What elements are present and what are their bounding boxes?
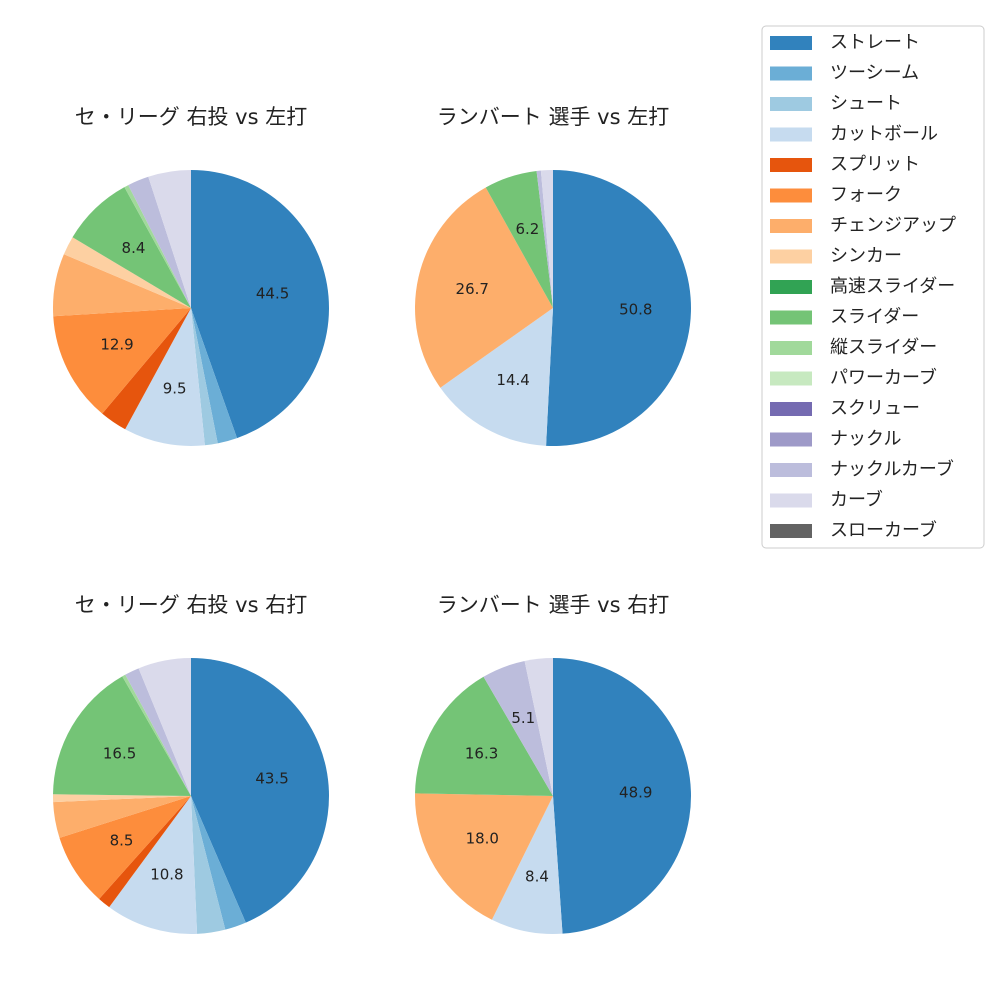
value-label: 16.3 [465, 745, 498, 763]
pie-slice [99, 796, 191, 908]
value-label: 8.4 [122, 239, 146, 257]
pie-slice [53, 676, 191, 796]
legend-swatch [770, 36, 812, 50]
pie-slice [59, 796, 192, 899]
legend-swatch [770, 249, 812, 264]
chart-title: ランバート 選手 vs 右打 [437, 593, 669, 617]
pie-slice [414, 793, 553, 920]
pie-slice [191, 308, 218, 446]
pie-slice [191, 308, 238, 444]
legend-swatch [770, 158, 812, 172]
pie-slice [491, 796, 563, 934]
pie-slice [102, 308, 191, 430]
legend-label: スクリュー [830, 398, 920, 419]
legend-label: シュート [830, 93, 902, 114]
pie-slice [536, 170, 553, 308]
value-label: 9.5 [163, 380, 187, 398]
legend-label: フォーク [830, 185, 902, 206]
legend-swatch [770, 280, 812, 294]
value-label: 18.0 [466, 830, 499, 848]
legend-label: シンカー [830, 246, 902, 267]
pie-slice [53, 308, 192, 414]
pie-slice [72, 187, 191, 308]
legend-swatch [770, 127, 812, 142]
legend-label: スプリット [830, 154, 920, 175]
legend-label: ナックルカーブ [830, 458, 954, 480]
pie-slice [125, 308, 205, 446]
value-label: 50.8 [619, 301, 652, 319]
legend-swatch [770, 66, 812, 81]
legend-label: カーブ [830, 489, 883, 511]
pie-slice [122, 674, 191, 796]
value-label: 16.5 [103, 745, 136, 763]
pie-slice [125, 668, 191, 796]
legend-swatch [770, 524, 812, 538]
legend-swatch [770, 188, 812, 203]
pie-slice [191, 796, 246, 930]
value-label: 43.5 [255, 770, 288, 788]
legend-label: カットボール [830, 124, 938, 145]
legend-swatch [770, 493, 812, 508]
legend-swatch [770, 341, 812, 355]
pie-slice [191, 169, 329, 439]
legend-label: パワーカーブ [830, 367, 937, 389]
pie-slice [53, 794, 191, 803]
value-label: 10.8 [150, 866, 183, 884]
pie-slice [124, 185, 191, 308]
legend-swatch [770, 310, 812, 325]
legend-label: チェンジアップ [830, 215, 956, 236]
pie-slice [53, 254, 191, 317]
legend-label: ナックル [830, 429, 901, 450]
pie-slice [63, 237, 191, 308]
pie-slice [540, 170, 553, 308]
pie-slice [138, 658, 191, 796]
legend-swatch [770, 219, 812, 233]
pie-slice [191, 658, 329, 923]
pie-slice [546, 170, 692, 447]
value-label: 8.5 [110, 832, 134, 850]
value-label: 14.4 [496, 371, 529, 389]
value-label: 8.4 [525, 868, 549, 886]
legend-swatch [770, 463, 812, 477]
pie-slice [415, 676, 553, 796]
pie-slice [53, 796, 191, 838]
pie-slice [483, 660, 553, 796]
value-label: 5.1 [511, 709, 535, 727]
legend-frame [761, 25, 985, 549]
value-label: 44.5 [256, 284, 289, 302]
legend-label: スライダー [830, 307, 919, 328]
pie-slice [128, 176, 191, 308]
value-label: 26.7 [456, 280, 489, 298]
value-label: 12.9 [100, 336, 133, 354]
legend-label: 縦スライダー [830, 337, 937, 358]
legend: ストレートツーシームシュートカットボールスプリットフォークチェンジアップシンカー… [761, 25, 985, 549]
pie-slice [440, 308, 553, 446]
pie-slice [524, 658, 553, 796]
legend-label: ツーシーム [830, 63, 919, 84]
value-label: 48.9 [619, 784, 652, 802]
pie-slice [148, 170, 191, 308]
legend-swatch [770, 402, 812, 416]
legend-label: ストレート [830, 32, 920, 53]
legend-label: スローカーブ [830, 519, 937, 541]
chart-title: ランバート 選手 vs 左打 [437, 105, 669, 129]
legend-swatch [770, 97, 812, 111]
pie-slice [415, 187, 553, 388]
chart-title: セ・リーグ 右投 vs 左打 [75, 105, 307, 129]
pie-slice [553, 658, 691, 934]
pie-slice [191, 796, 226, 934]
legend-label: 高速スライダー [830, 276, 955, 297]
legend-swatch [770, 432, 812, 447]
pie-slice [109, 796, 198, 934]
pie-slice [485, 170, 553, 308]
value-label: 6.2 [515, 220, 539, 238]
chart-title: セ・リーグ 右投 vs 右打 [75, 593, 307, 617]
legend-swatch [770, 371, 812, 386]
